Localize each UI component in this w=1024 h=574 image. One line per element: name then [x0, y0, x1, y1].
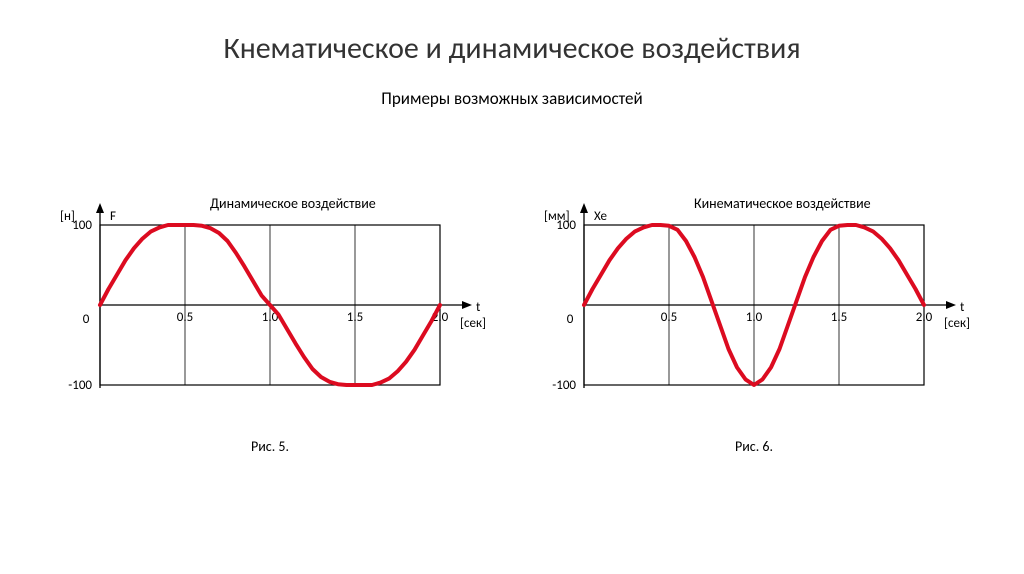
chart-right-caption: Рис. 6.: [534, 438, 974, 455]
chart-left-panel: -10010000.51.01.52.0t[сек] Динамическое …: [50, 195, 490, 455]
chart-left-caption: Рис. 5.: [50, 438, 490, 455]
chart-right-svg: -10010000.51.01.52.0t[сек]: [534, 195, 974, 435]
chart-left-ysymbol: F: [110, 209, 116, 224]
page-subtitle: Примеры возможных зависимостей: [0, 88, 1024, 109]
svg-text:100: 100: [72, 218, 92, 233]
svg-text:-100: -100: [68, 378, 92, 393]
chart-left-yunit: [н]: [60, 209, 75, 224]
svg-text:2.0: 2.0: [916, 310, 933, 325]
chart-left-title: Динамическое воздействие: [210, 195, 376, 212]
svg-text:1.5: 1.5: [831, 310, 847, 325]
chart-right-yunit: [мм]: [544, 209, 570, 224]
chart-right-ysymbol: Xe: [594, 209, 607, 224]
svg-text:0: 0: [567, 312, 574, 327]
svg-text:t: t: [476, 300, 481, 315]
svg-text:-100: -100: [552, 378, 576, 393]
chart-right-title: Кинематическое воздействие: [694, 195, 871, 212]
svg-text:[сек]: [сек]: [460, 316, 486, 331]
svg-text:0.5: 0.5: [177, 310, 193, 325]
chart-left-svg: -10010000.51.01.52.0t[сек]: [50, 195, 490, 435]
page-title: Кнематическое и динамическое воздействия: [0, 30, 1024, 67]
svg-text:0: 0: [83, 312, 90, 327]
svg-text:0.5: 0.5: [661, 310, 677, 325]
chart-right-panel: -10010000.51.01.52.0t[сек] Кинематическо…: [534, 195, 974, 455]
svg-text:t: t: [960, 300, 965, 315]
svg-text:1.5: 1.5: [347, 310, 363, 325]
svg-text:[сек]: [сек]: [944, 316, 970, 331]
svg-text:1.0: 1.0: [746, 310, 763, 325]
charts-container: -10010000.51.01.52.0t[сек] Динамическое …: [0, 195, 1024, 455]
